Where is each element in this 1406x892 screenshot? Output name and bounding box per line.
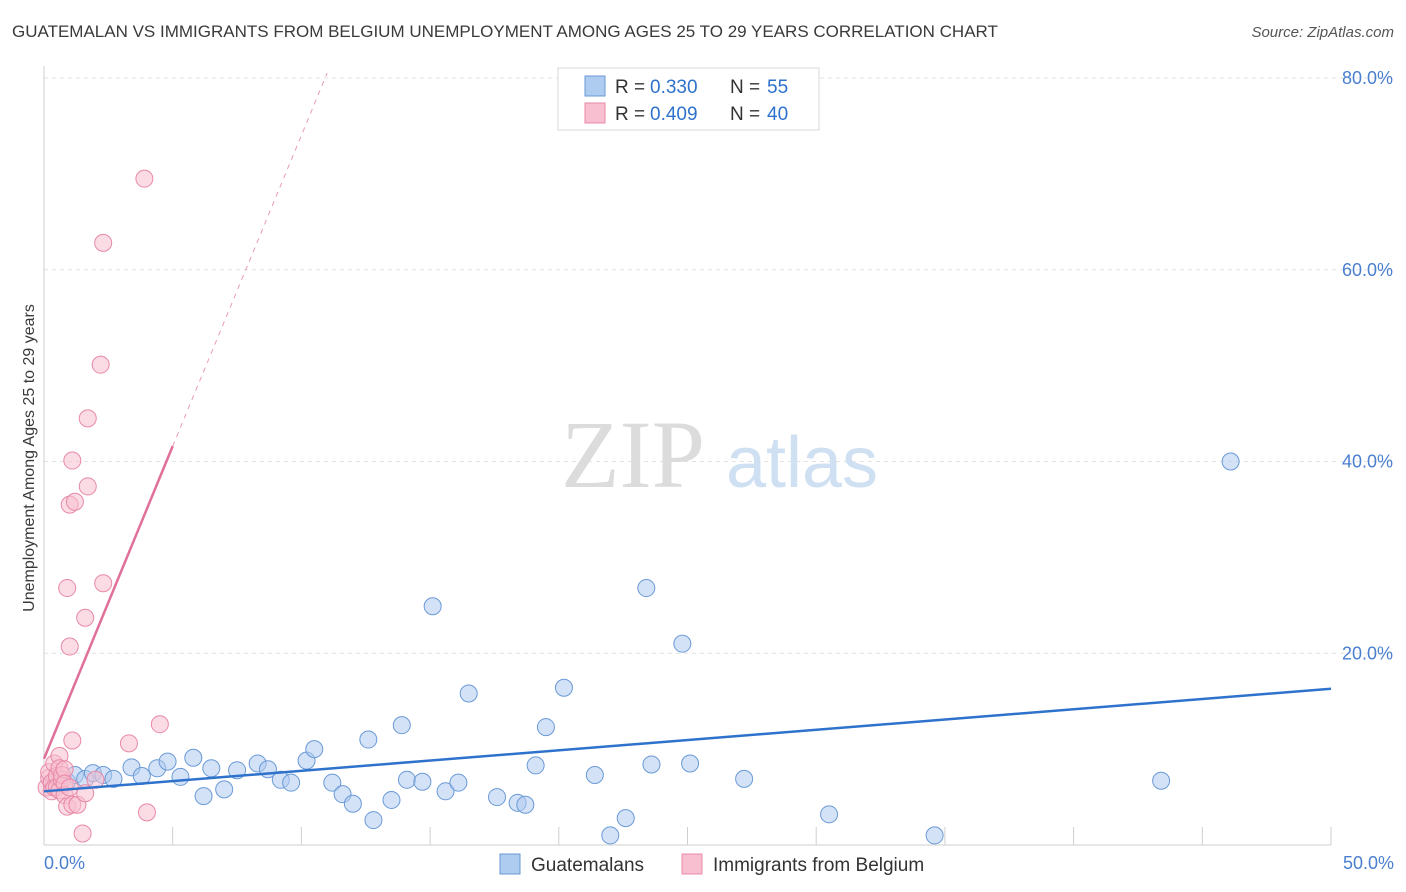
guatemalans-point bbox=[305, 740, 324, 759]
belgium-trend-line bbox=[42, 445, 174, 760]
stats-legend-r-value-blue: 0.330 bbox=[650, 77, 698, 98]
guatemalans-point bbox=[735, 769, 754, 788]
chart-title: GUATEMALAN VS IMMIGRANTS FROM BELGIUM UN… bbox=[12, 22, 998, 41]
axes bbox=[43, 66, 1332, 846]
stats-legend-r-label-pink: R = bbox=[615, 104, 645, 125]
legend-label-guatemalans: Guatemalans bbox=[531, 855, 644, 876]
guatemalans-point bbox=[637, 579, 656, 598]
guatemalans-point bbox=[459, 684, 478, 703]
stats-legend-n-label-blue: N = bbox=[730, 77, 760, 98]
stats-legend-swatch-blue bbox=[584, 75, 606, 97]
guatemalans-point bbox=[488, 788, 507, 807]
legend-swatch-guatemalans bbox=[499, 853, 521, 875]
guatemalans-point bbox=[554, 678, 573, 697]
guatemalans-point bbox=[536, 718, 555, 737]
source-credit: Source: ZipAtlas.com bbox=[1251, 24, 1394, 41]
guatemalans-point bbox=[526, 756, 545, 775]
belgium-point bbox=[135, 169, 154, 188]
stats-legend: R = 0.330 N = 55 R = 0.409 N = 40 bbox=[557, 67, 820, 131]
guatemalans-point bbox=[642, 755, 661, 774]
belgium-point bbox=[94, 233, 113, 252]
belgium-point bbox=[94, 574, 113, 593]
y-tick-labels: 20.0% 40.0% 60.0% 80.0% bbox=[1342, 68, 1393, 663]
guatemalans-point bbox=[601, 826, 620, 845]
gridlines bbox=[44, 77, 1392, 654]
guatemalans-point bbox=[585, 766, 604, 785]
belgium-point bbox=[63, 731, 82, 750]
guatemalans-point bbox=[925, 826, 944, 845]
watermark-atlas: atlas bbox=[726, 423, 878, 503]
stats-legend-n-value-blue: 55 bbox=[767, 77, 788, 98]
guatemalans-point bbox=[392, 716, 411, 735]
belgium-point bbox=[91, 355, 110, 374]
guatemalans-point bbox=[359, 730, 378, 749]
y-tick-label-80: 80.0% bbox=[1342, 68, 1393, 88]
belgium-point bbox=[137, 803, 156, 822]
belgium-point bbox=[60, 778, 79, 797]
guatemalans-point bbox=[436, 782, 455, 801]
belgium-point bbox=[119, 734, 138, 753]
belgium-point bbox=[78, 409, 97, 428]
belgium-point bbox=[73, 824, 92, 843]
belgium-point bbox=[65, 492, 84, 511]
stats-legend-n-value-pink: 40 bbox=[767, 104, 788, 125]
trend-lines bbox=[42, 73, 1332, 793]
y-axis-label: Unemployment Among Ages 25 to 29 years bbox=[21, 304, 38, 612]
y-tick-label-60: 60.0% bbox=[1342, 260, 1393, 280]
zipatlas-watermark: ZIP atlas bbox=[561, 401, 878, 508]
belgium-point bbox=[63, 451, 82, 470]
guatemalans-points bbox=[42, 452, 1240, 845]
belgium-point bbox=[60, 637, 79, 656]
y-tick-label-40: 40.0% bbox=[1342, 452, 1393, 472]
guatemalans-trend-line bbox=[43, 687, 1332, 793]
guatemalans-point bbox=[397, 770, 416, 789]
series-legend: Guatemalans Immigrants from Belgium bbox=[499, 853, 924, 876]
x-tick-label-min: 0.0% bbox=[44, 853, 85, 873]
guatemalans-point bbox=[364, 811, 383, 830]
guatemalans-point bbox=[158, 752, 177, 771]
y-tick-label-20: 20.0% bbox=[1342, 643, 1393, 663]
stats-legend-n-label-pink: N = bbox=[730, 104, 760, 125]
legend-swatch-belgium bbox=[681, 853, 703, 875]
guatemalans-point bbox=[1152, 771, 1171, 790]
guatemalans-point bbox=[516, 795, 535, 814]
guatemalans-point bbox=[343, 794, 362, 813]
guatemalans-point bbox=[184, 748, 203, 767]
guatemalans-point bbox=[194, 787, 213, 806]
guatemalans-point bbox=[616, 809, 635, 828]
watermark-zip: ZIP bbox=[561, 401, 705, 508]
belgium-trend-extension bbox=[172, 73, 328, 447]
belgium-point bbox=[76, 608, 95, 627]
stats-legend-swatch-pink bbox=[584, 102, 606, 124]
guatemalans-point bbox=[449, 773, 468, 792]
guatemalans-point bbox=[323, 773, 342, 792]
guatemalans-point bbox=[413, 772, 432, 791]
guatemalans-point bbox=[282, 773, 301, 792]
guatemalans-point bbox=[423, 597, 442, 616]
guatemalans-point bbox=[202, 759, 221, 778]
guatemalans-point bbox=[673, 634, 692, 653]
guatemalans-point bbox=[820, 805, 839, 824]
guatemalans-point bbox=[171, 767, 190, 786]
legend-label-belgium: Immigrants from Belgium bbox=[713, 855, 924, 876]
guatemalans-point bbox=[1221, 452, 1240, 471]
stats-legend-r-value-pink: 0.409 bbox=[650, 104, 698, 125]
x-tick-label-max: 50.0% bbox=[1343, 853, 1394, 873]
guatemalans-point bbox=[382, 790, 401, 809]
guatemalans-point bbox=[104, 769, 123, 788]
belgium-points bbox=[37, 169, 169, 843]
belgium-point bbox=[150, 715, 169, 734]
guatemalans-point bbox=[681, 754, 700, 773]
stats-legend-r-label-blue: R = bbox=[615, 77, 645, 98]
belgium-point bbox=[58, 579, 77, 598]
guatemalans-point bbox=[215, 780, 234, 799]
belgium-point bbox=[78, 477, 97, 496]
